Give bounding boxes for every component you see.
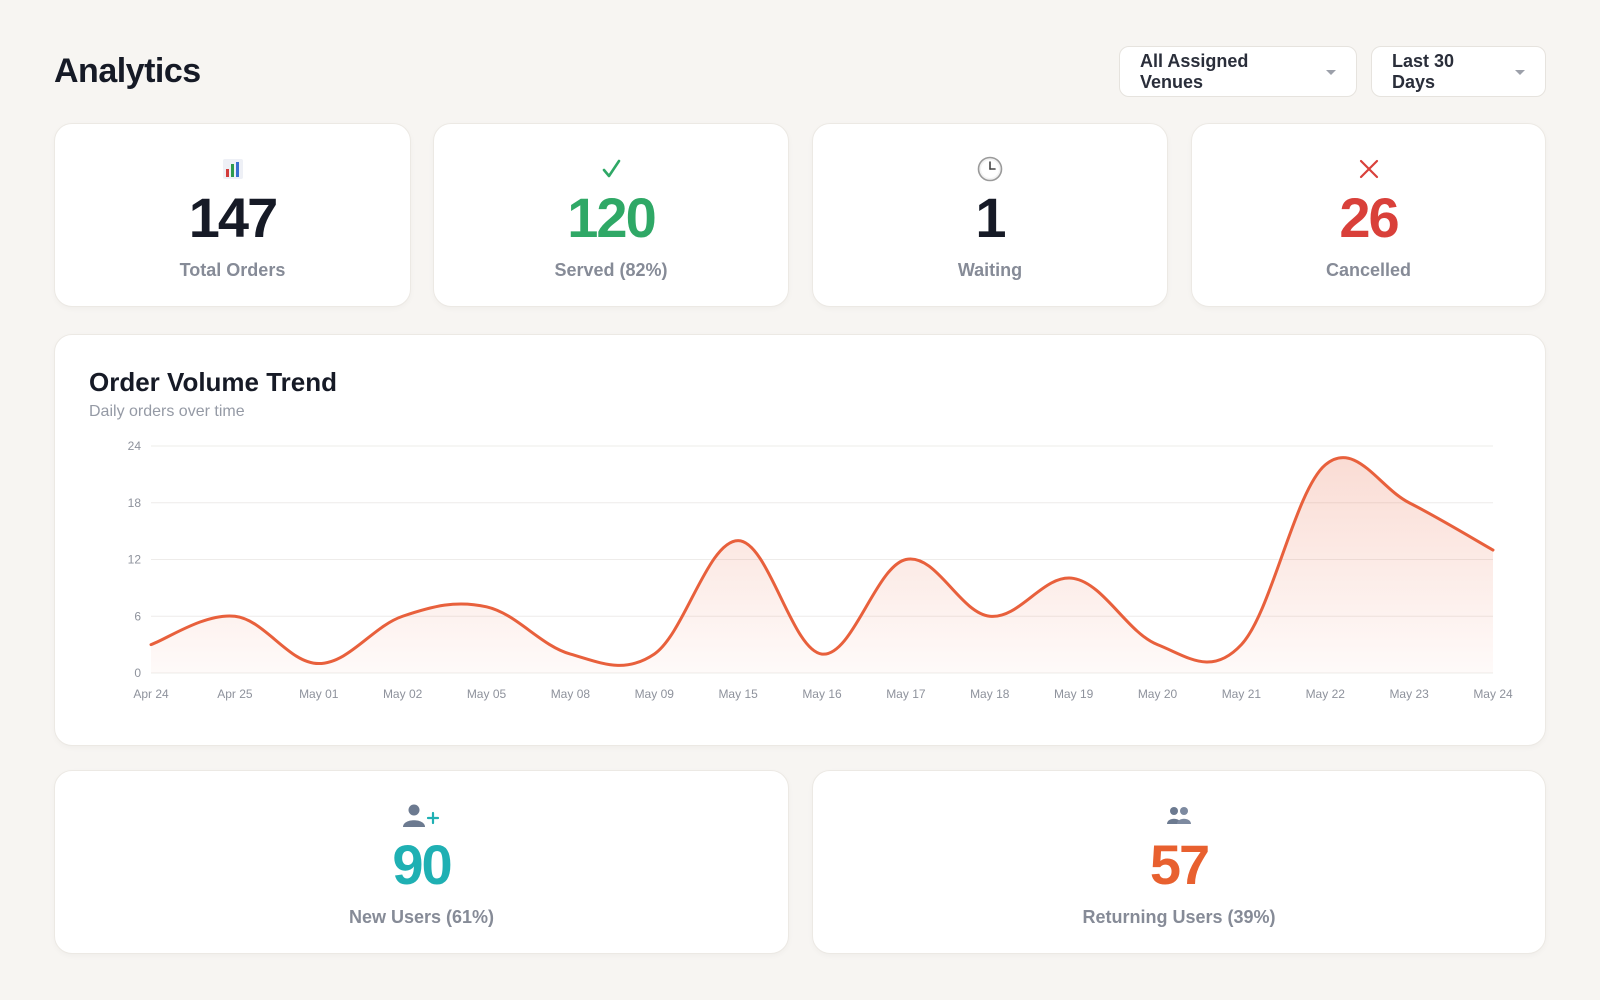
users-icon: [1165, 799, 1193, 833]
x-tick-label: Apr 25: [217, 687, 253, 701]
returning-users-value: 57: [1149, 833, 1210, 896]
x-tick-label: May 23: [1389, 687, 1429, 701]
x-tick-label: May 08: [551, 687, 591, 701]
x-tick-label: May 24: [1473, 687, 1513, 701]
clock-icon: [977, 152, 1003, 186]
x-tick-label: May 02: [383, 687, 423, 701]
x-tick-label: May 15: [718, 687, 758, 701]
total-orders-label: Total Orders: [179, 260, 286, 280]
x-tick-label: May 20: [1138, 687, 1178, 701]
y-tick-label: 12: [128, 553, 142, 567]
new-users-value: 90: [392, 833, 452, 896]
x-tick-label: Apr 24: [133, 687, 169, 701]
x-tick-label: May 01: [299, 687, 339, 701]
new-users-label: New Users (61%): [348, 907, 495, 927]
y-tick-label: 6: [134, 609, 141, 623]
page-title: Analytics: [54, 52, 201, 90]
cancelled-value: 26: [1339, 186, 1399, 249]
served-label: Served (82%): [554, 260, 668, 280]
series-line: [149, 456, 1495, 667]
chart-subtitle: Daily orders over time: [89, 403, 245, 420]
waiting-value: 1: [975, 186, 1006, 249]
cancelled-card: 26 Cancelled: [1191, 123, 1546, 307]
y-tick-label: 24: [128, 439, 142, 453]
y-tick-label: 0: [134, 666, 141, 680]
returning-users-label: Returning Users (39%): [1082, 907, 1276, 927]
add-user-icon: [401, 799, 443, 833]
total-orders-value: 147: [188, 186, 278, 249]
venue-filter-label: All Assigned Venues: [1140, 50, 1249, 92]
x-tick-label: May 09: [635, 687, 675, 701]
cancelled-label: Cancelled: [1325, 260, 1412, 280]
order-volume-chart: 0 6 12 18 24 Apr 24 Apr 25 May 01 May 02 May 05 Ma…: [128, 439, 1513, 701]
chart-title: Order Volume Trend: [89, 367, 338, 397]
waiting-label: Waiting: [957, 260, 1023, 280]
total-orders-card: 147 Total Orders: [54, 123, 411, 307]
x-tick-label: May 22: [1306, 687, 1346, 701]
x-tick-label: May 17: [886, 687, 926, 701]
x-tick-label: May 21: [1222, 687, 1262, 701]
x-tick-label: May 18: [970, 687, 1010, 701]
chevron-down-icon: [1515, 70, 1525, 75]
x-icon: [1358, 152, 1380, 186]
served-card: 120 Served (82%): [433, 123, 789, 307]
x-tick-label: May 05: [467, 687, 507, 701]
new-users-card: 90 New Users (61%): [54, 770, 789, 954]
date-range-label: Last 30 Days: [1392, 50, 1455, 92]
y-tick-label: 18: [128, 496, 142, 510]
x-tick-label: May 19: [1054, 687, 1094, 701]
chevron-down-icon: [1326, 70, 1336, 75]
venue-filter-dropdown[interactable]: All Assigned Venues: [1119, 46, 1357, 97]
served-value: 120: [567, 186, 656, 249]
returning-users-card: 57 Returning Users (39%): [812, 770, 1546, 954]
x-tick-label: May 16: [802, 687, 842, 701]
series-area: [151, 457, 1493, 673]
waiting-card: 1 Waiting: [812, 123, 1168, 307]
bar-chart-icon: [222, 152, 244, 186]
check-icon: [600, 152, 622, 186]
order-volume-chart-card: Order Volume Trend Daily orders over tim…: [54, 334, 1546, 746]
date-range-dropdown[interactable]: Last 30 Days: [1371, 46, 1546, 97]
